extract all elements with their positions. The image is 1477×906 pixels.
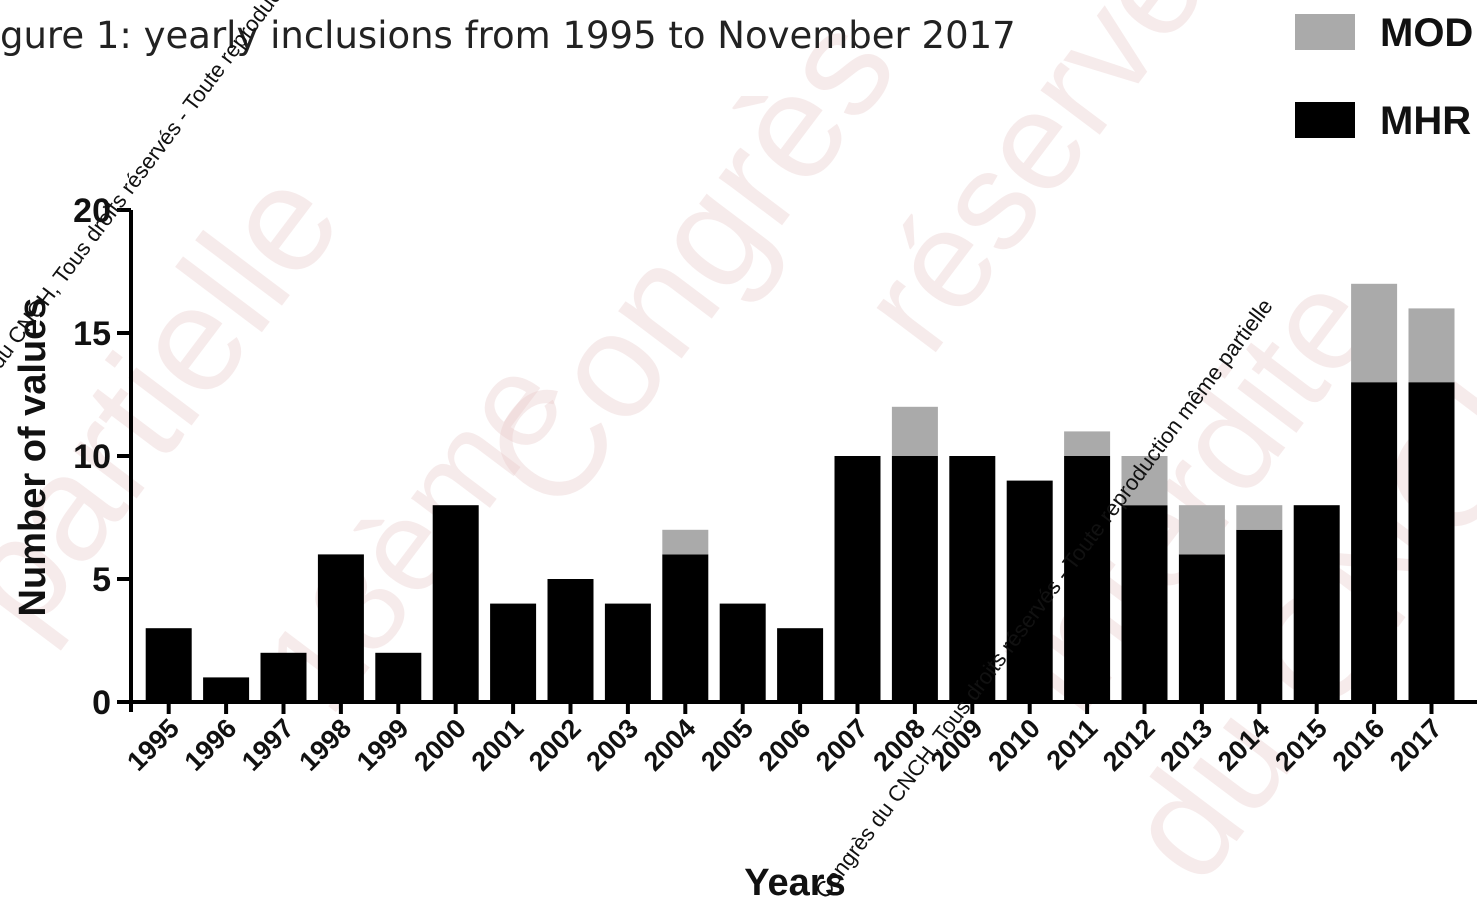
- x-tick-label: 1995: [121, 713, 185, 777]
- bar-mhr-2008: [891, 456, 938, 702]
- y-tick-label: 20: [73, 192, 111, 230]
- legend-label-mhr: MHR: [1380, 99, 1471, 143]
- bar-mhr-2000: [432, 505, 479, 702]
- bar-mhr-2002: [547, 579, 594, 702]
- legend-swatch-mhr: [1295, 102, 1355, 138]
- bar-mhr-1999: [375, 652, 422, 702]
- bar-mod-2004: [662, 529, 709, 555]
- y-tick-label: 5: [92, 561, 111, 599]
- bar-mhr-1998: [317, 554, 364, 702]
- legend-swatch-mod: [1295, 14, 1355, 50]
- x-tick-label: 2003: [580, 713, 644, 777]
- bar-mhr-2016: [1351, 382, 1398, 702]
- bar-mhr-2013: [1178, 554, 1225, 702]
- x-tick-label: 2005: [695, 713, 759, 777]
- bar-mod-2014: [1236, 505, 1283, 530]
- legend: MOD MHR: [1295, 11, 1473, 143]
- bar-mhr-2010: [1006, 480, 1053, 702]
- bar-mod-2013: [1178, 505, 1225, 555]
- x-tick-label: 2007: [810, 713, 874, 777]
- x-tick-label: 2000: [408, 713, 472, 777]
- y-tick-label: 10: [73, 438, 111, 476]
- bar-mod-2008: [891, 406, 938, 456]
- y-axis-title: Number of values: [12, 298, 54, 617]
- bar-mhr-2015: [1293, 505, 1340, 702]
- y-tick-label: 15: [73, 315, 111, 353]
- chart-title: gure 1: yearly inclusions from 1995 to N…: [0, 14, 1016, 57]
- x-axis-title: Years: [744, 862, 845, 904]
- bar-mhr-2011: [1064, 456, 1111, 702]
- bar-mod-2016: [1351, 283, 1398, 383]
- bar-mod-2017: [1408, 308, 1455, 383]
- x-tick-label: 2002: [523, 713, 587, 777]
- x-tick-label: 2001: [466, 713, 530, 777]
- y-tick-label: 0: [92, 684, 111, 722]
- bar-mhr-2017: [1408, 382, 1455, 702]
- bar-mhr-2009: [949, 456, 996, 702]
- bar-mhr-2007: [834, 456, 881, 702]
- bar-mhr-2003: [604, 603, 651, 702]
- bar-mhr-2014: [1236, 529, 1283, 702]
- x-tick-label: 2010: [982, 713, 1046, 777]
- x-tick-label: 1996: [179, 713, 243, 777]
- bar-mhr-2005: [719, 603, 766, 702]
- bar-mhr-1995: [145, 628, 192, 702]
- bars: [145, 283, 1455, 702]
- x-tick-label: 2017: [1384, 713, 1448, 777]
- x-tick-label: 2006: [753, 713, 817, 777]
- bar-mod-2012: [1121, 456, 1168, 506]
- legend-label-mod: MOD: [1380, 11, 1473, 55]
- bar-mhr-2006: [777, 628, 824, 702]
- bar-mhr-2001: [490, 603, 537, 702]
- bar-mhr-1997: [260, 652, 307, 702]
- bar-mhr-1996: [203, 677, 250, 702]
- x-tick-label: 2004: [638, 713, 702, 777]
- x-tick-label: 1997: [236, 713, 300, 777]
- bar-mhr-2004: [662, 554, 709, 702]
- bar-mhr-2012: [1121, 505, 1168, 702]
- bar-mod-2011: [1064, 431, 1111, 456]
